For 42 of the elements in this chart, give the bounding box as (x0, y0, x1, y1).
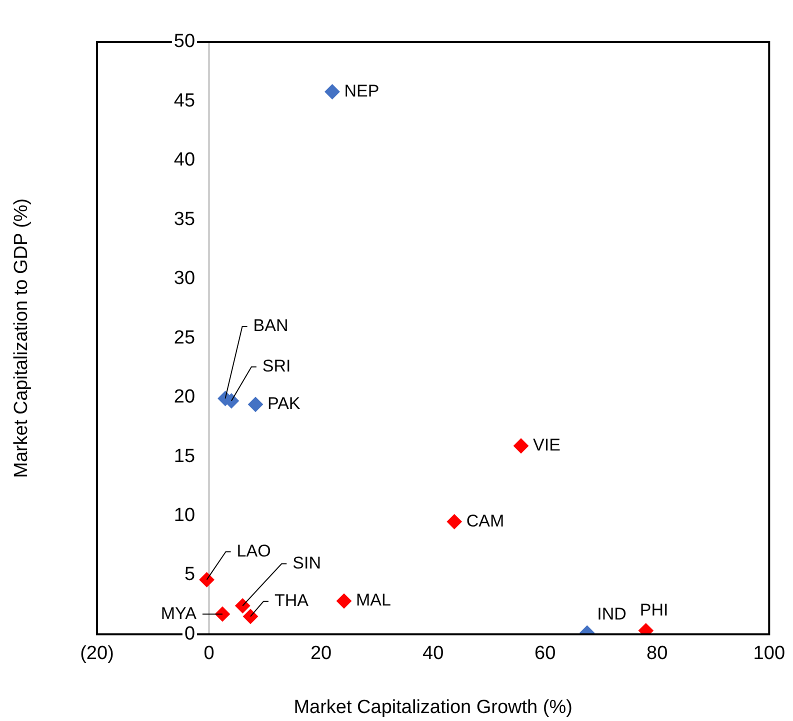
annotation: MAL (356, 590, 391, 610)
point (199, 572, 214, 588)
y-tick-label: 10 (174, 504, 196, 526)
annotation: IND (597, 604, 626, 624)
y-tick-label: 15 (174, 446, 196, 467)
y-tick-label: 5 (184, 564, 196, 586)
point (235, 598, 250, 614)
point (214, 606, 230, 622)
x-axis-title: Market Capitalization Growth (%) (294, 697, 572, 718)
annotation: CAM (466, 511, 504, 530)
y-tick-label: 30 (174, 268, 196, 290)
annotation: SIN (292, 553, 321, 572)
annotation: PAK (268, 394, 301, 414)
annotation: NEP (344, 81, 380, 100)
annotation: BAN (253, 316, 288, 336)
point (336, 594, 352, 609)
y-tick-label: 20 (174, 386, 196, 408)
y-tick-label: 40 (174, 150, 196, 171)
point (248, 396, 264, 412)
annotation: THA (274, 591, 310, 610)
y-tick-label: 0 (184, 623, 196, 644)
annotation: VIE (533, 436, 560, 455)
x-tick-label: 80 (646, 642, 668, 664)
y-tick-label: 50 (174, 31, 196, 52)
annotation: LAO (236, 541, 271, 560)
point (242, 608, 258, 624)
x-tick-label: 60 (534, 642, 556, 664)
x-tick-label: 20 (310, 642, 332, 664)
x-tick-label: 40 (422, 642, 444, 664)
x-tick-label: 0 (204, 642, 214, 664)
annotation: MYA (160, 604, 198, 623)
y-tick-label: 25 (174, 327, 196, 348)
x-tick-label: (20) (80, 642, 114, 664)
point (514, 438, 529, 454)
y-tick-label: 45 (174, 90, 196, 112)
x-tick-label: 100 (753, 642, 785, 664)
annotation: SRI (262, 356, 291, 376)
annotation: PHI (640, 600, 668, 620)
y-axis-title: Market Capitalization to GDP (%) (11, 198, 32, 478)
y-tick-label: 35 (174, 208, 196, 230)
point (446, 514, 462, 530)
point (324, 84, 340, 100)
